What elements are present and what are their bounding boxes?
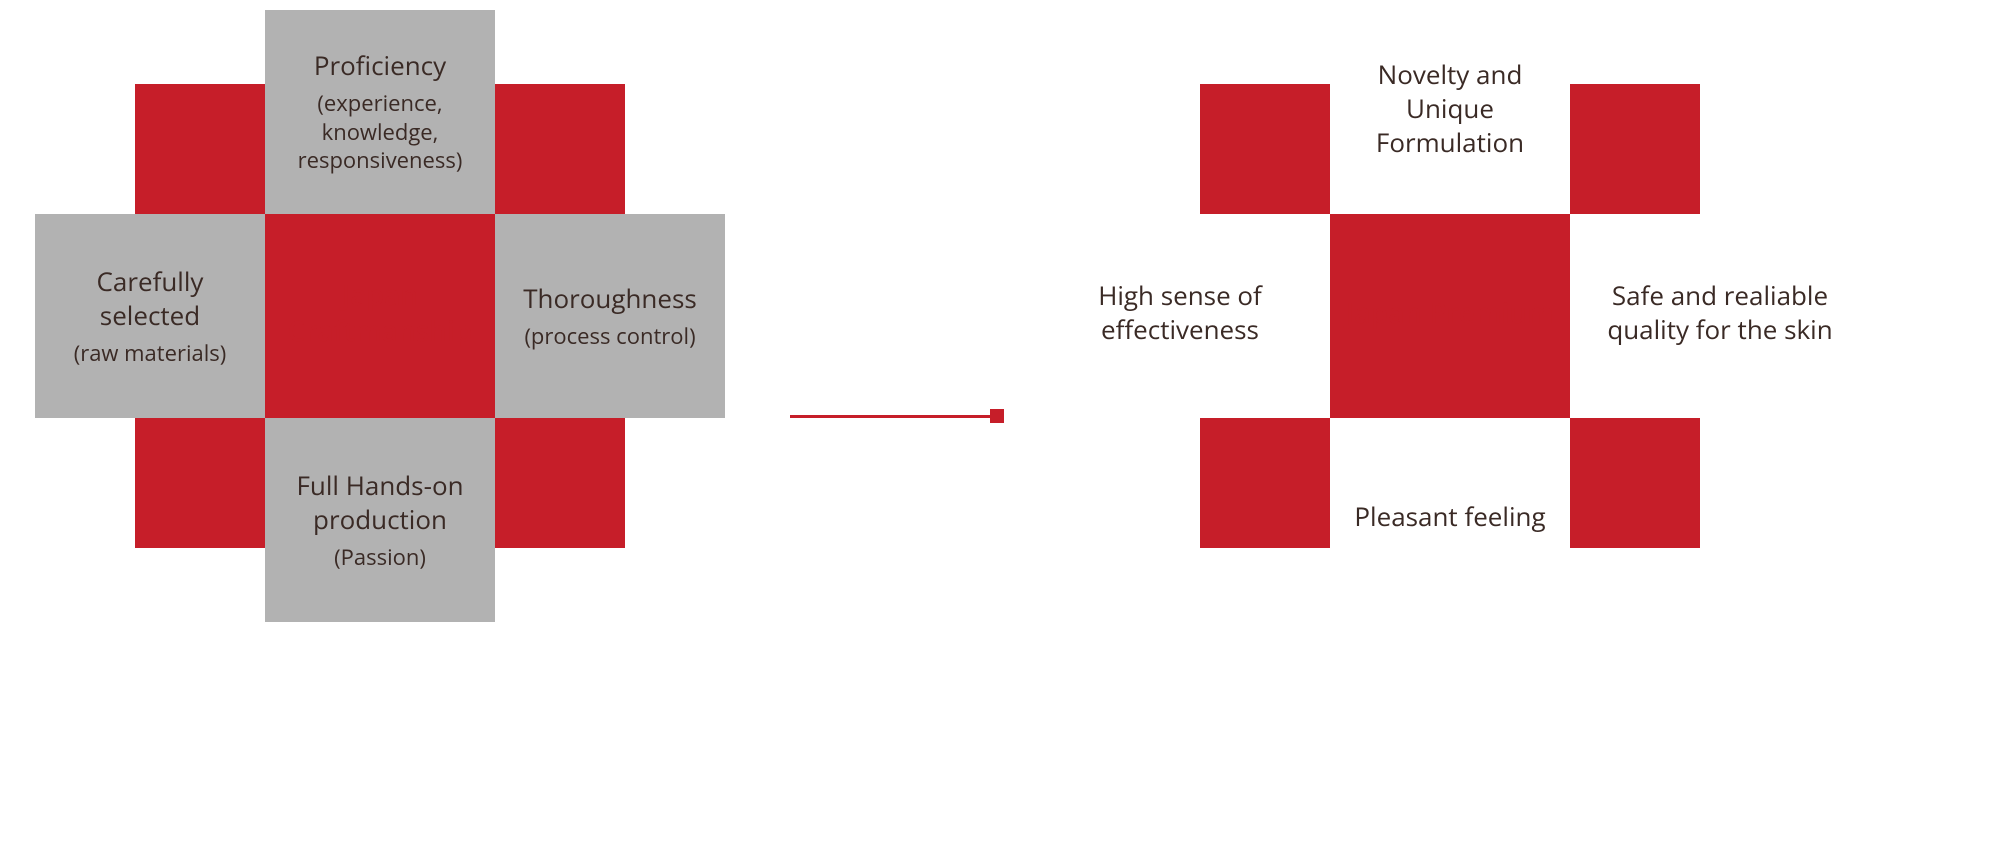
right-arm-left: High sense of effectiveness xyxy=(1030,214,1330,418)
left-top-sub: (experience, knowledge, responsiveness) xyxy=(273,89,487,175)
right-corner-tl xyxy=(1200,84,1330,214)
right-arm-top: Novelty and Unique Formulation xyxy=(1330,10,1570,214)
left-arm-left: Carefully selected (raw materials) xyxy=(35,214,265,418)
right-arm-bottom: Pleasant feeling xyxy=(1330,418,1570,622)
left-right-title: Thoroughness xyxy=(523,282,697,316)
right-arm-right: Safe and realiable quality for the skin xyxy=(1570,214,1870,418)
right-bottom-title: Pleasant feeling xyxy=(1354,500,1545,534)
right-right-title: Safe and realiable quality for the skin xyxy=(1578,279,1862,347)
arrow-line xyxy=(790,415,990,418)
right-top-title: Novelty and Unique Formulation xyxy=(1338,58,1562,159)
left-bottom-title: Full Hands-on production xyxy=(273,469,487,537)
left-center-title: Japan Craftmanship xyxy=(273,277,487,350)
right-center-title: Japan Premium xyxy=(1346,295,1554,331)
left-left-title: Carefully selected xyxy=(43,265,257,333)
left-arm-top: Proficiency (experience, knowledge, resp… xyxy=(265,10,495,214)
left-corner-br xyxy=(495,418,625,548)
arrow-head-icon xyxy=(990,409,1004,423)
left-right-sub: (process control) xyxy=(524,322,695,351)
right-corner-tr xyxy=(1570,84,1700,214)
left-arm-right: Thoroughness (process control) xyxy=(495,214,725,418)
left-corner-bl xyxy=(135,418,265,548)
left-top-title: Proficiency xyxy=(314,49,446,83)
right-center: Japan Premium xyxy=(1330,214,1570,418)
left-left-sub: (raw materials) xyxy=(74,339,227,368)
left-corner-tr xyxy=(495,84,625,214)
left-center: Japan Craftmanship xyxy=(265,214,495,418)
diagram-root: Proficiency (experience, knowledge, resp… xyxy=(0,0,2000,842)
left-bottom-sub: (Passion) xyxy=(334,543,426,572)
left-arm-bottom: Full Hands-on production (Passion) xyxy=(265,418,495,622)
right-corner-br xyxy=(1570,418,1700,548)
arrow-connector xyxy=(790,409,1004,423)
left-corner-tl xyxy=(135,84,265,214)
right-corner-bl xyxy=(1200,418,1330,548)
right-left-title: High sense of effectiveness xyxy=(1038,279,1322,347)
